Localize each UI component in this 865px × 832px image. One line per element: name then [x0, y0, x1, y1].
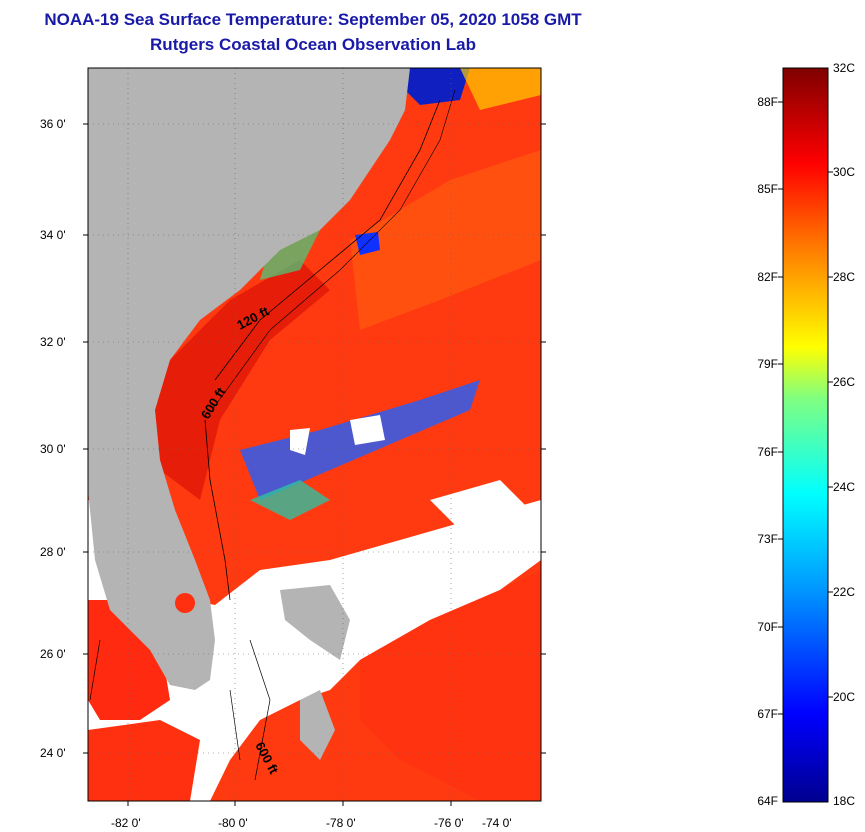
colorbar-c-24: 24C [833, 480, 856, 494]
graticule [88, 68, 541, 801]
lat-label-26: 26 0' [40, 647, 66, 661]
colorbar-f-88: 88F [757, 95, 778, 109]
colorbar-c-30: 30C [833, 165, 856, 179]
bahamas-island-2 [300, 690, 335, 760]
lon-label-74: -74 0' [482, 816, 512, 830]
colorbar-c-32: 32C [833, 61, 856, 75]
map-frame [87, 67, 542, 802]
axis-ticks [83, 123, 546, 806]
colorbar-c-20: 20C [833, 690, 856, 704]
cloud-patch [350, 415, 385, 445]
cloud-patch-2 [290, 428, 310, 455]
colorbar-f-82: 82F [757, 270, 778, 284]
colorbar-f-67: 67F [757, 707, 778, 721]
colorbar [782, 67, 829, 803]
colorbar-c-28: 28C [833, 270, 856, 284]
colorbar-c-18: 18C [833, 794, 856, 808]
lat-label-24: 24 0' [40, 746, 66, 760]
map-image [88, 68, 541, 801]
colorbar-ticks [778, 101, 833, 715]
lon-label-78: -78 0' [326, 816, 356, 830]
cool-patch [460, 68, 541, 110]
cloud-cover [88, 500, 541, 801]
lat-label-34: 34 0' [40, 228, 66, 242]
colorbar-f-79: 79F [757, 357, 778, 371]
colorbar-f-76: 76F [757, 445, 778, 459]
contour-120ft [214, 99, 441, 381]
cold-patch-3 [355, 232, 380, 255]
lat-label-32: 32 0' [40, 335, 66, 349]
bahamas-water [360, 570, 541, 801]
lon-label-76: -76 0' [434, 816, 464, 830]
cold-patch-4 [405, 68, 470, 105]
cool-coastal-patch [260, 230, 320, 280]
cold-patch-2 [250, 480, 330, 520]
lat-label-28: 28 0' [40, 545, 66, 559]
map-subtitle: Rutgers Coastal Ocean Observation Lab [150, 35, 476, 54]
colorbar-c-26: 26C [833, 375, 856, 389]
keys-water [88, 720, 200, 801]
land-mass [88, 68, 410, 690]
cloud-patch-3 [430, 480, 530, 540]
contour-south [89, 639, 271, 781]
colorbar-f-73: 73F [757, 532, 778, 546]
warm-coastal-band [150, 260, 330, 500]
lat-label-30: 30 0' [40, 442, 66, 456]
colorbar-c-22: 22C [833, 585, 856, 599]
colorbar-f-70: 70F [757, 620, 778, 634]
warm-offshore-band [350, 150, 541, 330]
lon-label-80: -80 0' [218, 816, 248, 830]
contour-600ft-2 [211, 89, 456, 411]
lon-label-82: -82 0' [111, 816, 141, 830]
contour-600ft [204, 419, 231, 601]
lake-okeechobee [175, 593, 195, 613]
map-title: NOAA-19 Sea Surface Temperature: Septemb… [44, 10, 582, 29]
colorbar-f-85: 85F [757, 182, 778, 196]
lat-label-36: 36 0' [40, 117, 66, 131]
colorbar-f-64: 64F [757, 794, 778, 808]
bahamas-island [280, 585, 350, 660]
